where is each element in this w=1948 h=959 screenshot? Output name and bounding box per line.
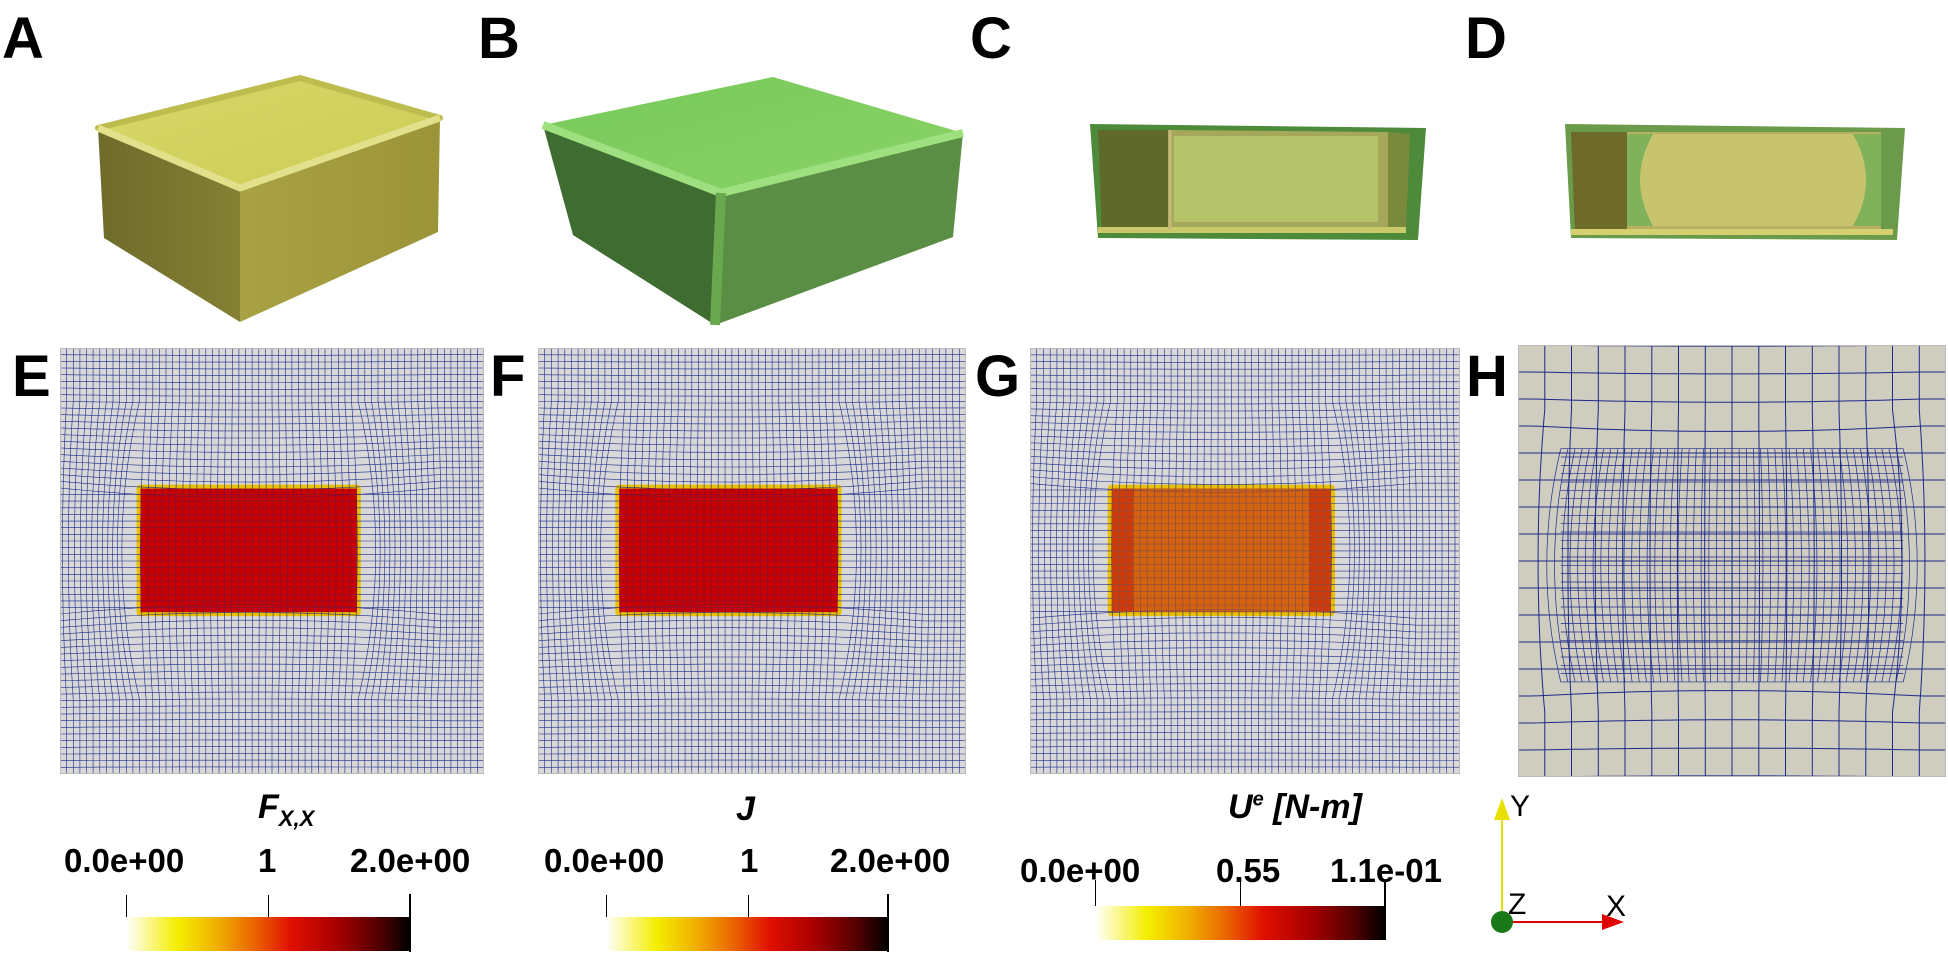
colorbar-e: [126, 917, 410, 951]
colorbar-f: [606, 917, 888, 951]
colorbar-g-min-label: 0.0e+00: [1020, 852, 1141, 889]
mesh-plot-h: [1518, 345, 1946, 777]
inclusion-overlay: [619, 488, 838, 613]
inclusion-overlay: [1111, 488, 1331, 613]
colorbar-g-end: [1384, 880, 1386, 940]
colorbar-title-g: Ue [N-m]: [1228, 788, 1362, 826]
panel-label-a: A: [2, 6, 44, 71]
colorbar-e-max-label: 2.0e+00: [350, 842, 471, 879]
axis-x-label: X: [1606, 890, 1627, 923]
panel-label-f: F: [490, 344, 526, 409]
colorbar-e-min-label: 0.0e+00: [64, 842, 185, 879]
colorbar-e-tick-min: [126, 895, 127, 923]
colorbar-f-tick-mid: [748, 895, 749, 923]
colorbar-title-f: J: [736, 790, 755, 828]
panel-label-g: G: [975, 344, 1021, 409]
colorbar-f-mid-label: 1: [740, 842, 759, 879]
colorbar-g: [1095, 906, 1385, 940]
inclusion-overlay: [140, 488, 357, 613]
overlay-render-d: [1565, 124, 1905, 240]
colorbar-g-tick-mid: [1240, 880, 1241, 908]
colorbar-e-tick-mid: [268, 895, 269, 923]
colorbar-g-tick-min: [1095, 880, 1096, 908]
axes-triad: [1491, 798, 1624, 933]
axis-y-label: Y: [1510, 790, 1531, 823]
colorbar-f-end: [887, 894, 889, 952]
green-box-render: [541, 77, 964, 326]
refined-mesh-lines: [1546, 448, 1918, 683]
mesh-plot-f: [538, 348, 966, 774]
panel-label-h: H: [1466, 344, 1508, 409]
colorbar-title-e: FX,X: [258, 788, 315, 831]
panel-label-b: B: [478, 6, 520, 71]
mesh-plot-g: [1030, 348, 1460, 774]
colorbar-g-mid-label: 0.55: [1216, 852, 1281, 889]
yellow-box-render: [95, 75, 443, 322]
colorbar-e-mid-label: 1: [258, 842, 277, 879]
colorbar-f-min-label: 0.0e+00: [544, 842, 665, 879]
overlay-render-c: [1090, 124, 1426, 240]
mesh-plot-e: [60, 348, 484, 774]
colorbar-f-max-label: 2.0e+00: [830, 842, 951, 879]
panel-label-c: C: [970, 6, 1012, 71]
panel-label-e: E: [12, 344, 51, 409]
panel-label-d: D: [1465, 6, 1507, 71]
colorbar-e-end: [409, 894, 411, 952]
colorbar-f-tick-min: [606, 895, 607, 923]
axis-z-label: Z: [1508, 888, 1527, 921]
